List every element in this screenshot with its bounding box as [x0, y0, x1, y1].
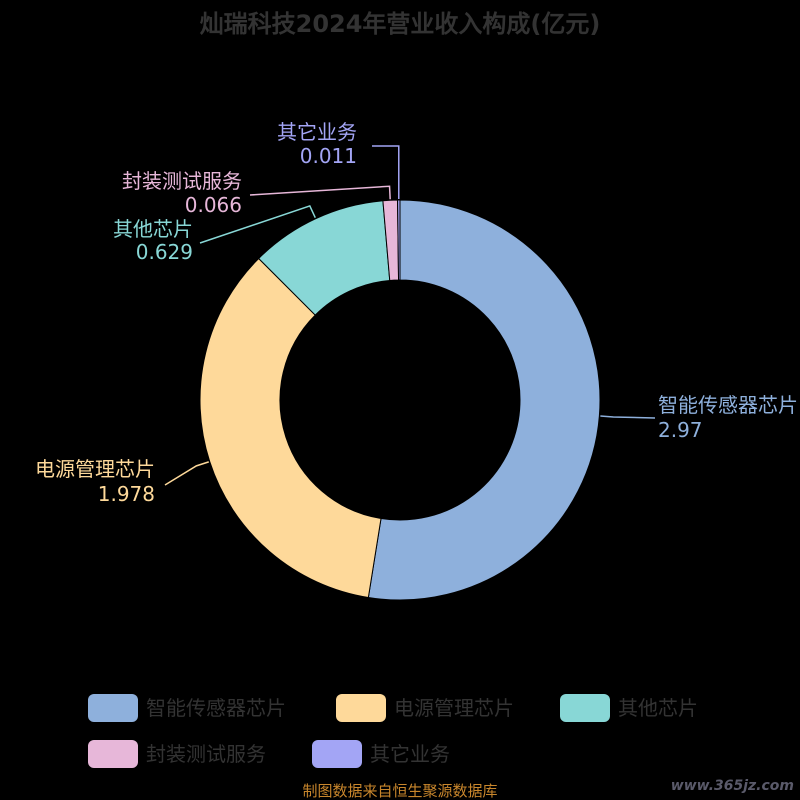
- legend-label: 其他芯片: [618, 696, 698, 720]
- callout-value-1: 2.97: [658, 418, 703, 442]
- leader-line-3: [199, 205, 316, 244]
- legend-label: 智能传感器芯片: [146, 696, 286, 720]
- legend-label: 电源管理芯片: [394, 696, 514, 720]
- callout-label-2: 电源管理芯片: [35, 457, 155, 481]
- callout-label-1: 智能传感器芯片: [658, 393, 798, 417]
- chart-title: 灿瑞科技2024年营业收入构成(亿元): [200, 10, 601, 38]
- legend-swatch: [336, 694, 386, 722]
- legend-swatch: [312, 740, 362, 768]
- callout-label-4: 封装测试服务: [122, 169, 242, 193]
- callout-label-5: 其它业务: [277, 120, 357, 144]
- legend-item-5[interactable]: 其它业务: [312, 740, 450, 768]
- callout-value-3: 0.629: [136, 240, 193, 264]
- callout-value-4: 0.066: [185, 193, 242, 217]
- callout-value-2: 1.978: [98, 482, 155, 506]
- slice-5: [397, 199, 401, 281]
- slices-group: [199, 199, 601, 601]
- callout-label-3: 其他芯片: [113, 217, 193, 241]
- legend-item-3[interactable]: 其他芯片: [560, 694, 698, 722]
- callout-value-5: 0.011: [300, 144, 357, 168]
- slice-1: [367, 199, 601, 601]
- source-note: 制图数据来自恒生聚源数据库: [302, 782, 497, 800]
- legend-swatch: [88, 694, 138, 722]
- legend-item-1[interactable]: 智能传感器芯片: [88, 694, 286, 722]
- leader-line-4: [249, 185, 391, 200]
- legend-label: 封装测试服务: [146, 742, 266, 766]
- watermark: www.365jz.com: [671, 778, 794, 794]
- slice-2: [199, 257, 382, 599]
- legend-swatch: [88, 740, 138, 768]
- leader-line-2: [164, 461, 209, 486]
- callouts-group: 智能传感器芯片2.97电源管理芯片1.978其他芯片0.629封装测试服务0.0…: [35, 120, 798, 506]
- legend-label: 其它业务: [370, 742, 450, 766]
- legend-item-2[interactable]: 电源管理芯片: [336, 694, 514, 722]
- leader-line-1: [600, 415, 656, 419]
- legend-swatch: [560, 694, 610, 722]
- legend-item-4[interactable]: 封装测试服务: [88, 740, 266, 768]
- leader-line-5: [372, 145, 400, 200]
